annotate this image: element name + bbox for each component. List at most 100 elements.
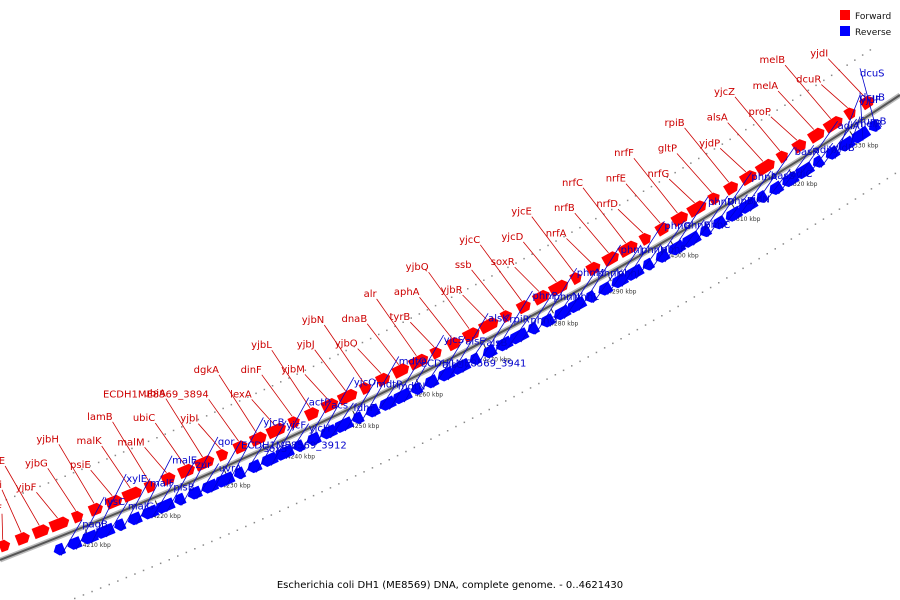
tick-dot bbox=[219, 536, 222, 539]
tick-dot bbox=[139, 444, 141, 446]
forward-gene bbox=[445, 337, 461, 352]
genome-caption: Escherichia coli DH1 (ME8569) DNA, compl… bbox=[277, 580, 623, 591]
forward-gene bbox=[638, 232, 651, 246]
forward-gene bbox=[654, 222, 670, 237]
reverse-gene bbox=[154, 497, 176, 514]
leader-line bbox=[197, 423, 221, 450]
tick-dot bbox=[164, 433, 166, 435]
leader-line bbox=[144, 447, 167, 474]
tick-dot bbox=[620, 338, 622, 340]
tick-dot bbox=[815, 84, 817, 87]
tick-dot bbox=[151, 566, 153, 568]
scale-tick-label: 4290 kbp bbox=[608, 288, 636, 295]
tick-dots bbox=[5, 49, 897, 600]
forward-gene-label: nrfE bbox=[606, 174, 626, 185]
tick-dot bbox=[830, 74, 833, 77]
leader-line bbox=[535, 267, 578, 335]
forward-gene bbox=[775, 150, 788, 164]
reverse-gene bbox=[260, 451, 279, 467]
tick-dot bbox=[571, 231, 573, 233]
leader-line bbox=[121, 478, 151, 532]
tick-dot bbox=[571, 365, 573, 367]
scale-tick-label: 4230 kbp bbox=[222, 483, 250, 490]
forward-genes bbox=[0, 95, 874, 553]
tick-dot bbox=[823, 79, 825, 82]
reverse-gene-label: xylE bbox=[126, 474, 147, 485]
tick-dot bbox=[483, 279, 485, 281]
tick-dot bbox=[81, 468, 83, 471]
forward-gene bbox=[843, 107, 856, 121]
reverse-gene-label: qor bbox=[218, 437, 235, 448]
reverse-gene-label: alsK bbox=[488, 313, 509, 324]
tick-dot bbox=[642, 190, 645, 192]
forward-gene-label: yjbF bbox=[16, 482, 37, 493]
reverse-gene-label: soxS bbox=[264, 444, 287, 455]
leader-line bbox=[428, 271, 470, 329]
reverse-gene-label: phnK bbox=[597, 269, 623, 280]
tick-dot bbox=[426, 309, 429, 311]
leader-line bbox=[563, 268, 598, 319]
leader-line bbox=[578, 244, 621, 311]
tick-dot bbox=[99, 587, 102, 589]
reverse-gene-label: yjdN bbox=[747, 195, 770, 206]
reverse-gene-label: malG bbox=[128, 501, 154, 512]
tick-dot bbox=[222, 407, 224, 410]
tick-dot bbox=[312, 365, 315, 368]
tick-dot bbox=[295, 502, 298, 505]
tick-dot bbox=[177, 555, 179, 557]
tick-dot bbox=[168, 559, 170, 561]
reverse-gene-label: phnG bbox=[664, 221, 691, 232]
leader-line bbox=[621, 220, 665, 287]
forward-gene bbox=[670, 211, 688, 228]
tick-dot bbox=[677, 305, 679, 308]
reverse-gene bbox=[838, 135, 856, 152]
leader-line bbox=[617, 208, 644, 234]
forward-gene-label: malM bbox=[117, 437, 144, 448]
forward-gene-label: psiE bbox=[70, 460, 91, 471]
tick-dot bbox=[790, 238, 793, 240]
leader-line bbox=[693, 195, 729, 246]
tick-dot bbox=[674, 171, 676, 174]
forward-gene-label: malK bbox=[76, 436, 102, 447]
leader-line bbox=[330, 402, 354, 439]
reverse-gene bbox=[567, 295, 588, 314]
forward-gene-label: melA bbox=[753, 81, 779, 92]
reverse-gene-label: adiA bbox=[838, 121, 860, 132]
leader-line bbox=[314, 349, 346, 392]
tick-dot bbox=[626, 199, 629, 202]
forward-gene-labels: rluF pgi yjbE yjbF yjbG yjbH psiE malK lamB malM u… bbox=[0, 49, 865, 540]
scale-tick-label: 4270 kbp bbox=[483, 357, 511, 364]
tick-dot bbox=[271, 385, 274, 387]
leader-line bbox=[211, 440, 242, 493]
tick-dot bbox=[894, 172, 897, 175]
forward-gene bbox=[515, 300, 531, 315]
reverse-gene bbox=[127, 511, 143, 526]
tick-dot bbox=[718, 282, 720, 284]
reverse-gene bbox=[201, 478, 220, 494]
tick-dot bbox=[304, 369, 307, 371]
scale-tick-label: 4250 kbp bbox=[351, 423, 379, 430]
tick-dot bbox=[854, 59, 856, 61]
tick-dot bbox=[713, 148, 716, 150]
genome-backbone bbox=[0, 92, 900, 563]
tick-dot bbox=[106, 458, 108, 460]
reverse-gene-label: mdtO bbox=[399, 356, 427, 367]
tick-dot bbox=[181, 426, 183, 428]
forward-gene bbox=[617, 240, 638, 259]
forward-gene bbox=[14, 531, 30, 546]
tick-dot bbox=[734, 272, 736, 274]
tick-dot bbox=[726, 277, 728, 279]
tick-dot bbox=[337, 353, 339, 356]
forward-gene-label: pgi bbox=[0, 480, 2, 491]
reverse-gene bbox=[699, 224, 713, 238]
forward-gene bbox=[303, 407, 320, 422]
forward-gene bbox=[374, 372, 391, 387]
tick-dot bbox=[729, 138, 731, 141]
tick-dot bbox=[262, 518, 264, 520]
tick-dot bbox=[555, 240, 557, 242]
tick-dot bbox=[475, 283, 477, 286]
leader-line bbox=[471, 269, 505, 311]
leader-line bbox=[491, 290, 533, 358]
forward-gene bbox=[31, 524, 50, 540]
